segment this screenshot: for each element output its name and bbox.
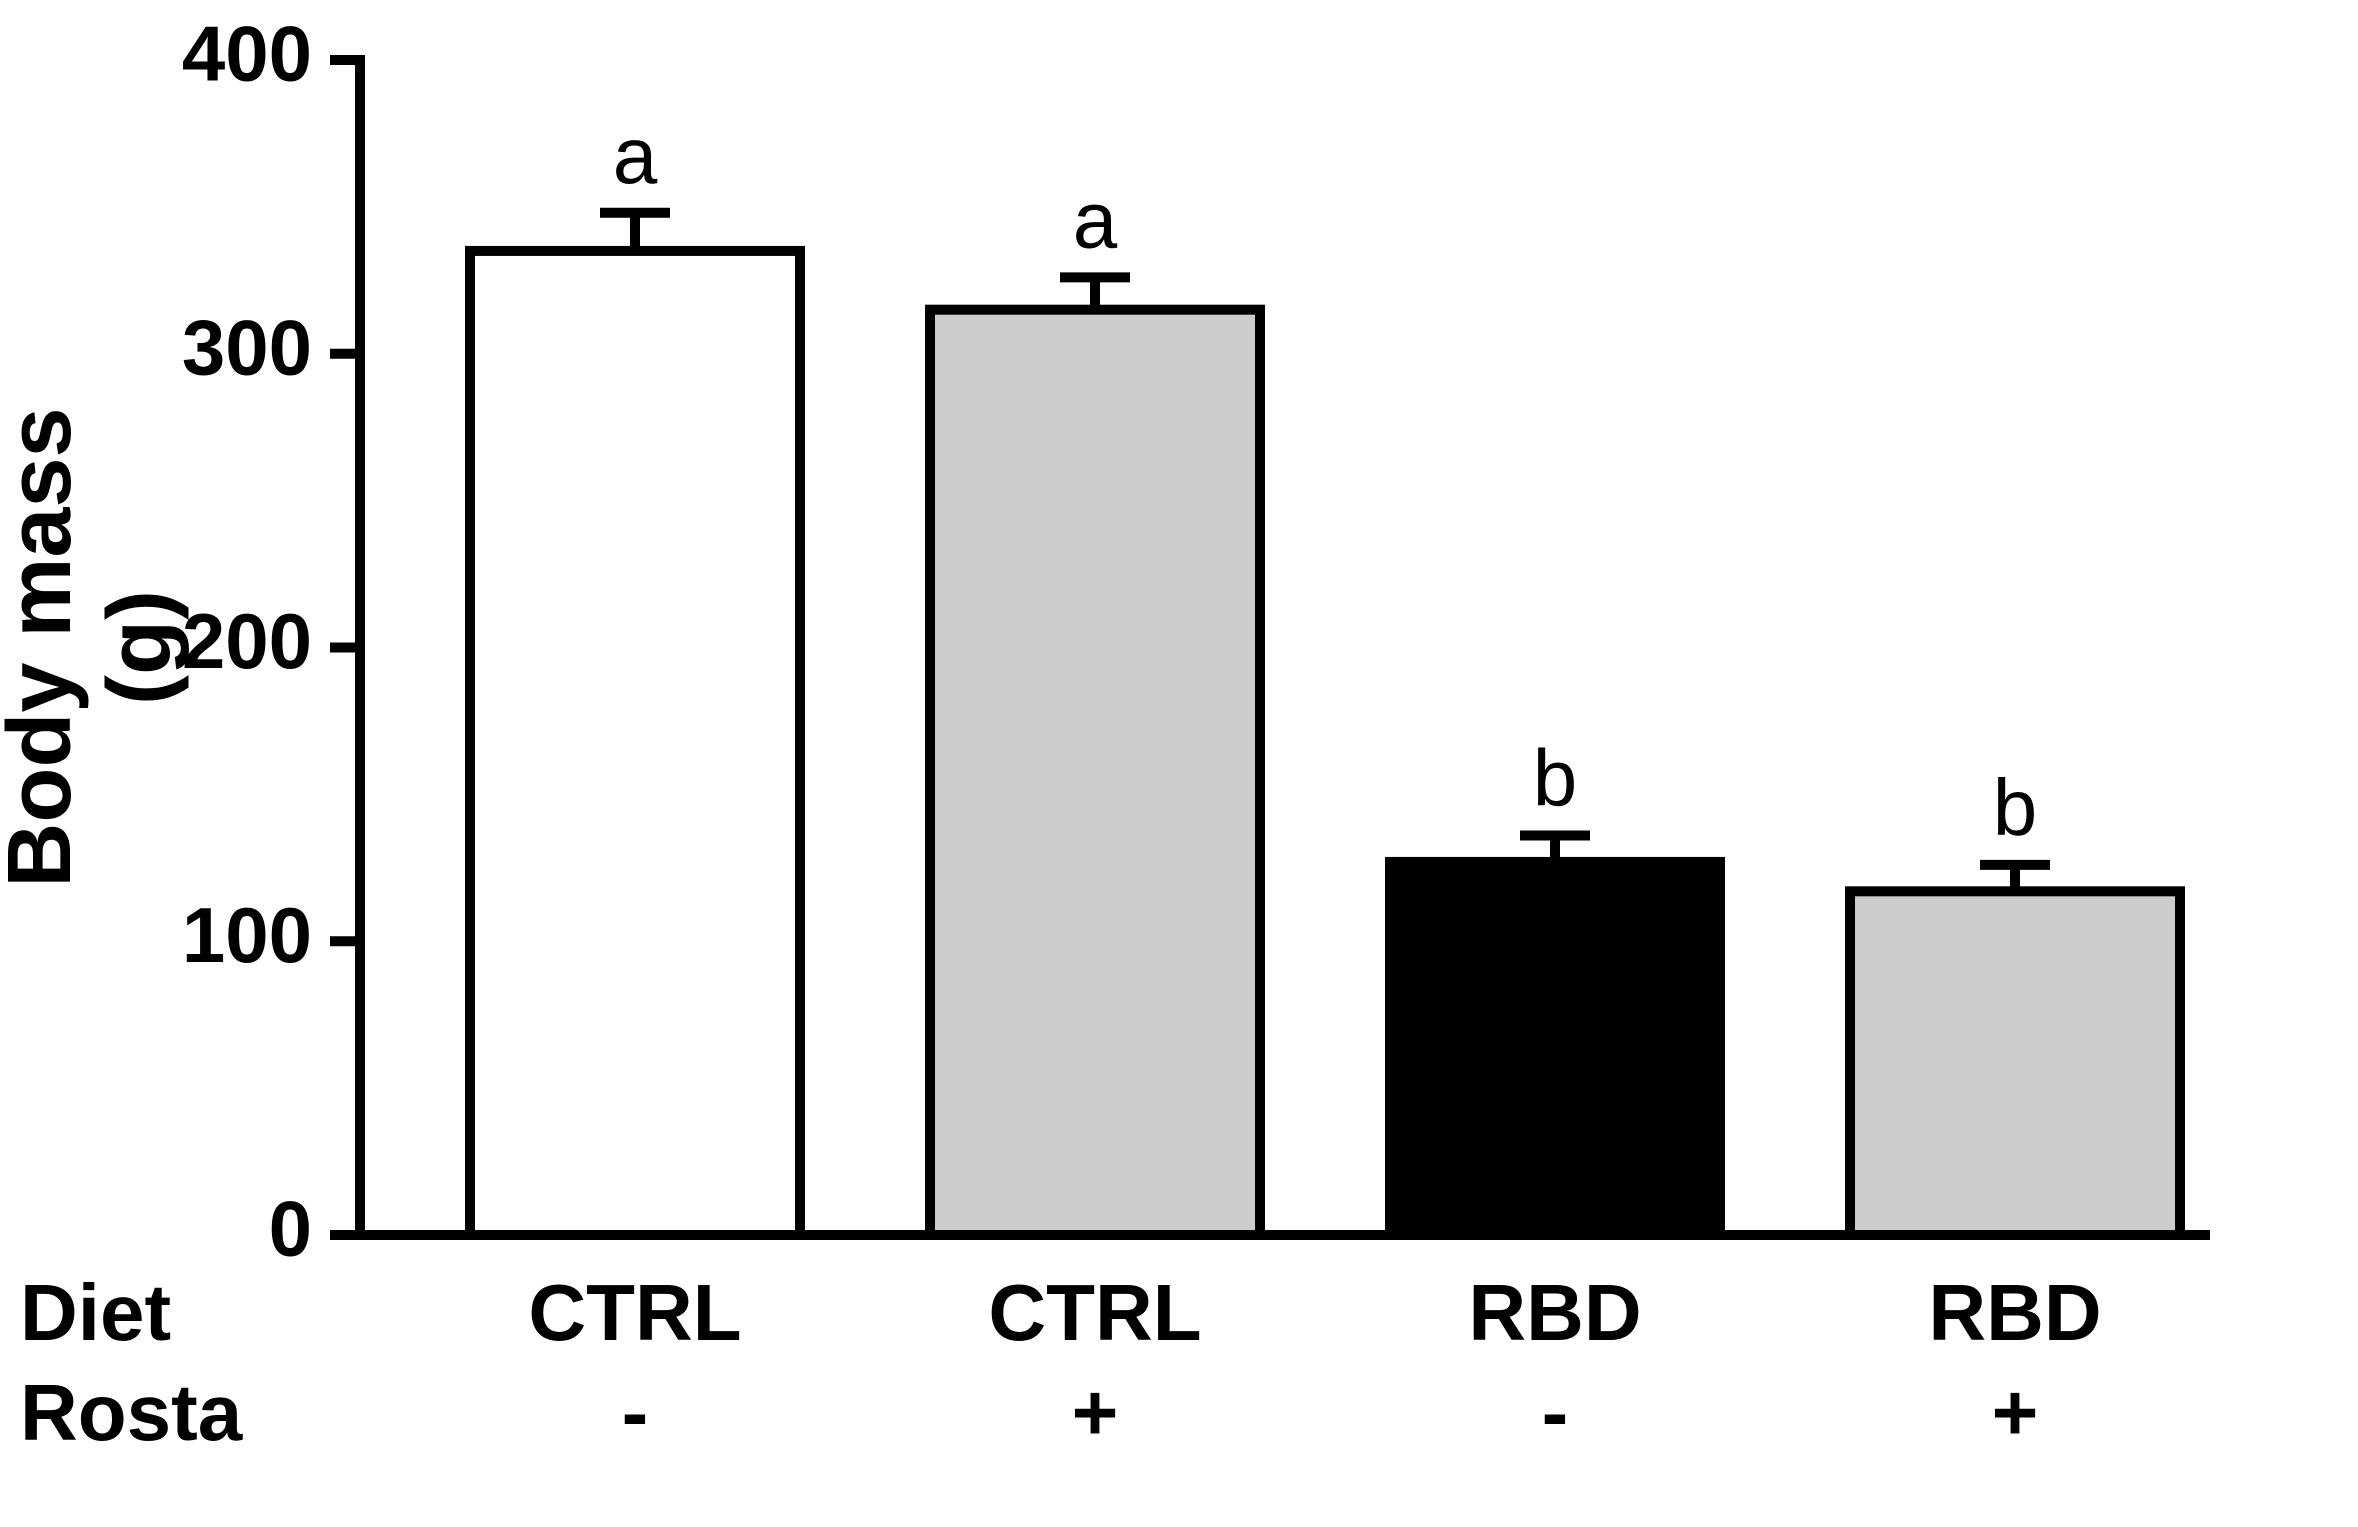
- y-tick-label: 0: [269, 1185, 312, 1273]
- y-tick-label: 200: [182, 597, 312, 685]
- significance-letter: a: [613, 111, 658, 200]
- y-tick-label: 300: [182, 303, 312, 391]
- bar: [470, 251, 800, 1235]
- x-category-r0-c1: CTRL: [988, 1268, 1201, 1357]
- y-axis-label-line1: Body mass: [0, 407, 90, 887]
- x-category-r1-c0: -: [622, 1368, 649, 1457]
- significance-letter: a: [1073, 175, 1118, 264]
- x-category-r1-c2: -: [1542, 1368, 1569, 1457]
- x-row-header-1: Rosta: [20, 1368, 243, 1457]
- x-category-r0-c3: RBD: [1928, 1268, 2101, 1357]
- bar: [930, 310, 1260, 1235]
- x-row-header-0: Diet: [20, 1268, 171, 1357]
- x-category-r0-c0: CTRL: [528, 1268, 741, 1357]
- y-tick-label: 100: [182, 891, 312, 979]
- y-tick-label: 400: [182, 10, 312, 98]
- bar: [1390, 862, 1720, 1235]
- x-category-r0-c2: RBD: [1468, 1268, 1641, 1357]
- x-category-r1-c1: +: [1072, 1368, 1119, 1457]
- body-mass-bar-chart: a a b b 0 100 200 300 400 Body mass(g) Diet Rosta CT…: [0, 0, 2358, 1527]
- significance-letter: b: [1533, 734, 1578, 823]
- y-axis-label-line2: (g): [90, 590, 190, 705]
- significance-letter: b: [1993, 763, 2038, 852]
- bar: [1850, 891, 2180, 1235]
- x-category-r1-c3: +: [1992, 1368, 2039, 1457]
